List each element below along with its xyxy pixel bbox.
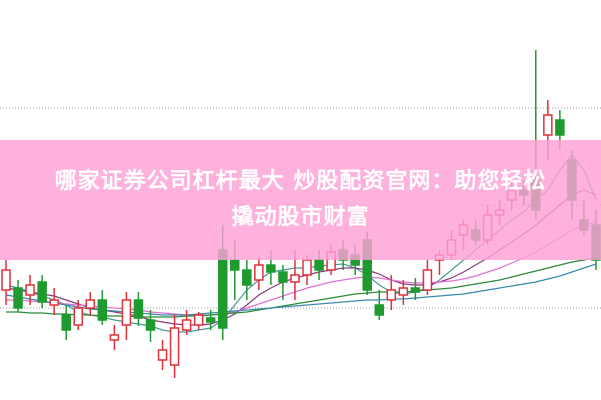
candle-up (49, 299, 59, 306)
candle-down (13, 287, 23, 309)
candle-down (145, 319, 156, 331)
candle-up (1, 269, 11, 291)
candle-up (543, 114, 553, 136)
candle-down (230, 259, 240, 271)
candle-up (193, 314, 204, 326)
candle-down (205, 317, 216, 323)
title-banner: 哪家证券公司杠杆最大 炒股配资官网：助您轻松 撬动股市财富 (0, 140, 601, 260)
candle-up (398, 287, 409, 296)
candle-down (314, 259, 324, 271)
candle-down (217, 249, 228, 329)
candle-up (254, 264, 264, 281)
candle-up (121, 299, 132, 326)
candle-down (97, 299, 108, 321)
candle-up (109, 334, 120, 341)
candle-down (374, 304, 385, 316)
candle-down (410, 287, 421, 293)
candle-up (169, 327, 180, 366)
candle-up (85, 299, 96, 309)
candle-down (555, 119, 565, 136)
candle-up (302, 259, 312, 276)
candle-down (242, 269, 252, 286)
candle-down (133, 299, 144, 319)
candle-up (386, 289, 397, 301)
candle-up (181, 319, 192, 331)
candle-down (266, 264, 276, 273)
banner-title-line1: 哪家证券公司杠杆最大 炒股配资官网：助您轻松 (54, 169, 547, 194)
candle-up (157, 349, 168, 361)
candle-down (37, 281, 47, 303)
candle-up (73, 307, 83, 326)
candle-up (25, 284, 35, 296)
candle-up (290, 274, 300, 283)
candle-down (61, 314, 71, 331)
candle-up (422, 269, 433, 291)
candle-down (278, 271, 288, 283)
banner-title-line2: 撬动股市财富 (231, 205, 370, 230)
